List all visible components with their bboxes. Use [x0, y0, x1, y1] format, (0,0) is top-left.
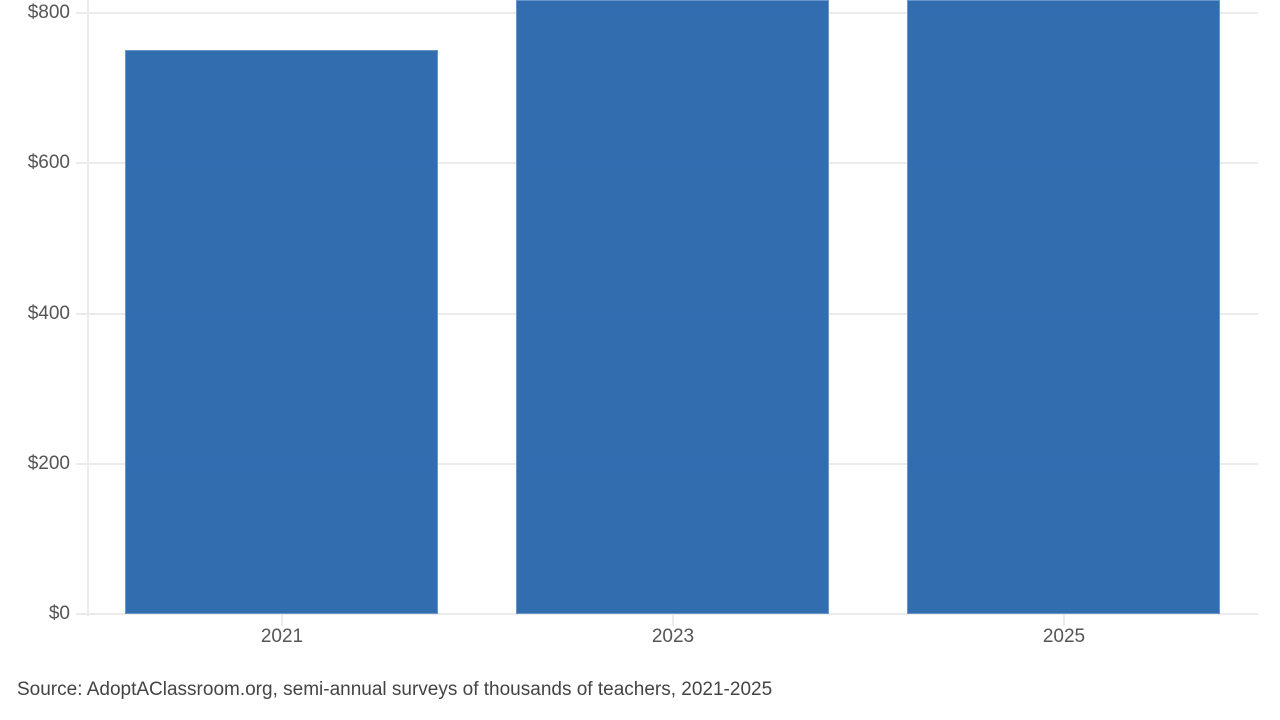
- bar-2025: [907, 0, 1220, 614]
- x-tick-label: 2021: [260, 626, 304, 647]
- source-note: Source: AdoptAClassroom.org, semi-annual…: [17, 679, 773, 700]
- y-tick-label: $0: [48, 603, 70, 624]
- y-tick-label: $400: [27, 303, 70, 324]
- x-tick: [672, 614, 674, 626]
- y-axis-line: [87, 0, 89, 616]
- x-tick: [281, 614, 283, 626]
- y-tick-label: $800: [27, 2, 70, 23]
- x-tick-label: 2023: [651, 626, 695, 647]
- x-tick-label: 2025: [1042, 626, 1086, 647]
- bar-2021: [125, 50, 438, 614]
- y-tick-label: $200: [27, 453, 70, 474]
- x-tick: [1063, 614, 1065, 626]
- gridline-0: [76, 613, 1258, 615]
- y-tick-label: $600: [27, 152, 70, 173]
- bar-2023: [516, 0, 829, 614]
